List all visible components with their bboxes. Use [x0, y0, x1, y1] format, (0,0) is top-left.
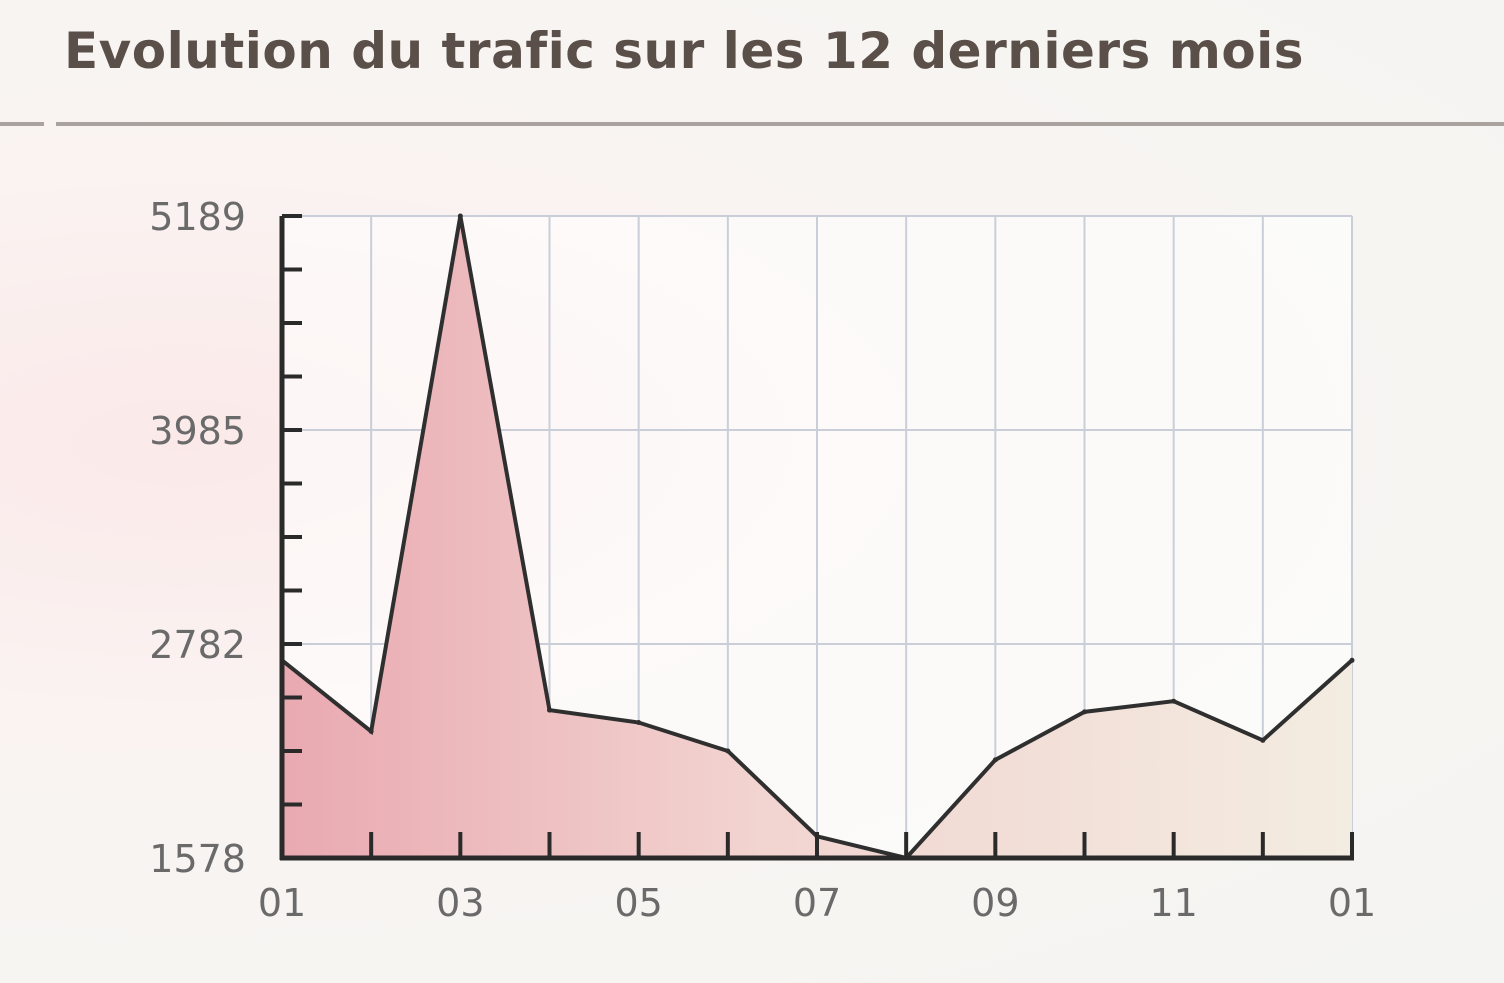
y-tick-label: 5189 — [149, 195, 246, 239]
x-tick-label: 01 — [1328, 881, 1376, 925]
axes — [279, 214, 1354, 861]
data-point — [457, 213, 463, 219]
y-tick-label: 2782 — [149, 623, 246, 667]
data-point — [1260, 737, 1266, 743]
data-point — [1082, 709, 1087, 715]
data-point — [547, 707, 552, 713]
data-point — [1349, 657, 1355, 663]
title-divider-left — [0, 122, 44, 126]
data-point — [1171, 698, 1177, 704]
y-tick-label: 3985 — [149, 409, 246, 453]
chart-title: Evolution du trafic sur les 12 derniers … — [64, 22, 1305, 80]
tick-labels: 5189 3985 2782 1578 01 03 05 07 09 11 01 — [149, 195, 1376, 925]
area-fill — [282, 216, 1352, 858]
x-tick-label: 01 — [258, 881, 306, 925]
data-point — [725, 748, 731, 754]
title-divider — [56, 122, 1504, 126]
x-tick-label: 07 — [793, 881, 841, 925]
x-tick-label: 03 — [436, 881, 484, 925]
y-tick-label: 1578 — [149, 837, 246, 881]
data-point — [992, 757, 998, 763]
x-tick-label: 09 — [971, 881, 1019, 925]
data-point — [636, 720, 642, 726]
data-point — [368, 728, 374, 734]
x-tick-label: 05 — [614, 881, 662, 925]
x-tick-label: 11 — [1149, 881, 1197, 925]
